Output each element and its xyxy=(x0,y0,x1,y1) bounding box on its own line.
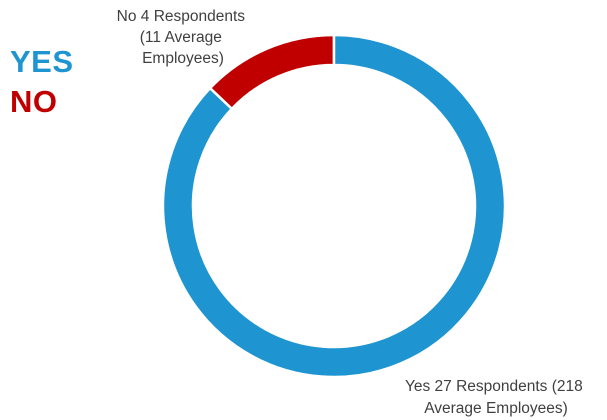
chart-legend: YES NO xyxy=(10,42,74,122)
slice-label-yes: Yes 27 Respondents (218 Average Employee… xyxy=(405,378,587,417)
slice-label-no: No 4 Respondents (11 Average Employees) xyxy=(117,8,250,67)
donut-slice-no xyxy=(208,33,336,111)
legend-item-yes: YES xyxy=(10,44,74,79)
donut-slice-yes xyxy=(161,33,507,379)
slice-label-yes-line-1: Yes 27 Respondents (218 xyxy=(405,378,583,395)
slice-label-no-line-2: (11 Average xyxy=(140,29,222,46)
slice-label-yes-line-2: Average Employees) xyxy=(424,400,568,417)
slice-label-no-line-1: No 4 Respondents xyxy=(117,8,246,25)
slice-label-no-line-3: Employees) xyxy=(142,50,224,67)
legend-item-no: NO xyxy=(10,84,58,119)
donut-slices xyxy=(161,33,507,379)
